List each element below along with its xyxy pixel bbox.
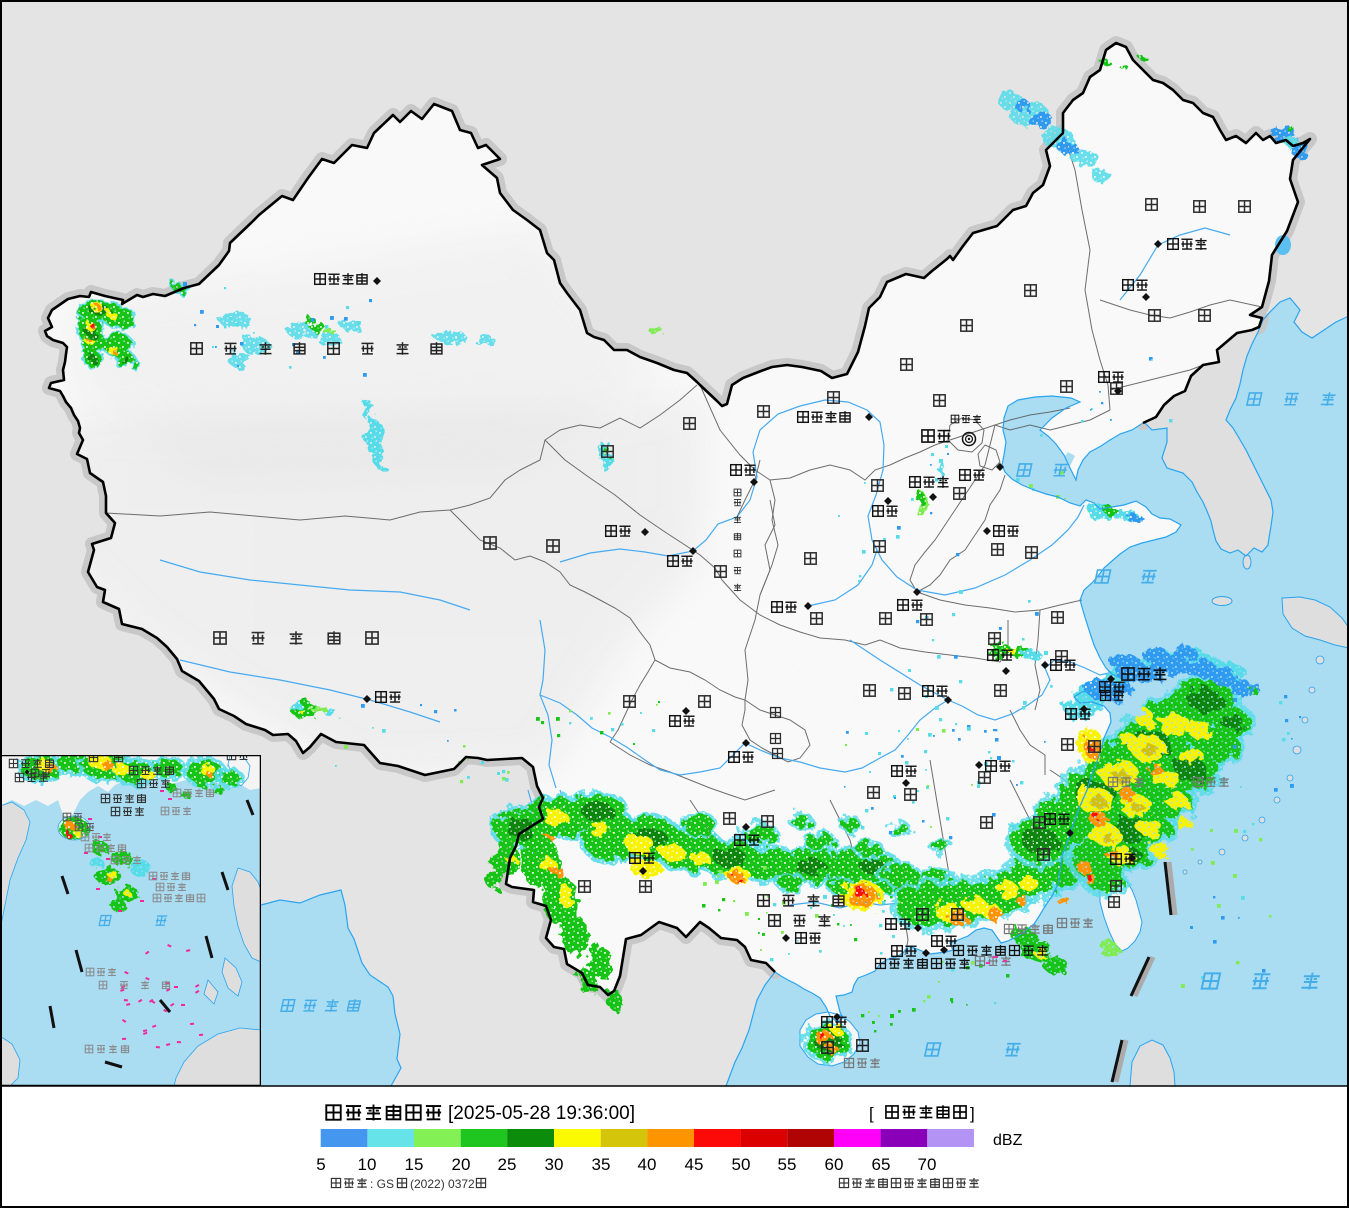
svg-text:50: 50 <box>732 1155 751 1174</box>
svg-text:[2025-05-28 19:36:00]: [2025-05-28 19:36:00] <box>448 1103 635 1124</box>
svg-text:: GS: : GS <box>370 1177 394 1191</box>
svg-text:35: 35 <box>592 1155 611 1174</box>
svg-text:65: 65 <box>872 1155 891 1174</box>
svg-text:10: 10 <box>358 1155 377 1174</box>
svg-text:40: 40 <box>638 1155 657 1174</box>
svg-text:5: 5 <box>316 1155 325 1174</box>
svg-text:[: [ <box>869 1104 874 1123</box>
svg-text:55: 55 <box>778 1155 797 1174</box>
svg-text:25: 25 <box>498 1155 517 1174</box>
svg-text:dBZ: dBZ <box>993 1132 1023 1149</box>
svg-text:]: ] <box>970 1104 975 1123</box>
svg-text:70: 70 <box>918 1155 937 1174</box>
svg-text:30: 30 <box>545 1155 564 1174</box>
svg-text:(2022) 0372: (2022) 0372 <box>410 1177 475 1191</box>
svg-text:15: 15 <box>405 1155 424 1174</box>
svg-text:60: 60 <box>825 1155 844 1174</box>
svg-text:20: 20 <box>452 1155 471 1174</box>
svg-text:45: 45 <box>685 1155 704 1174</box>
